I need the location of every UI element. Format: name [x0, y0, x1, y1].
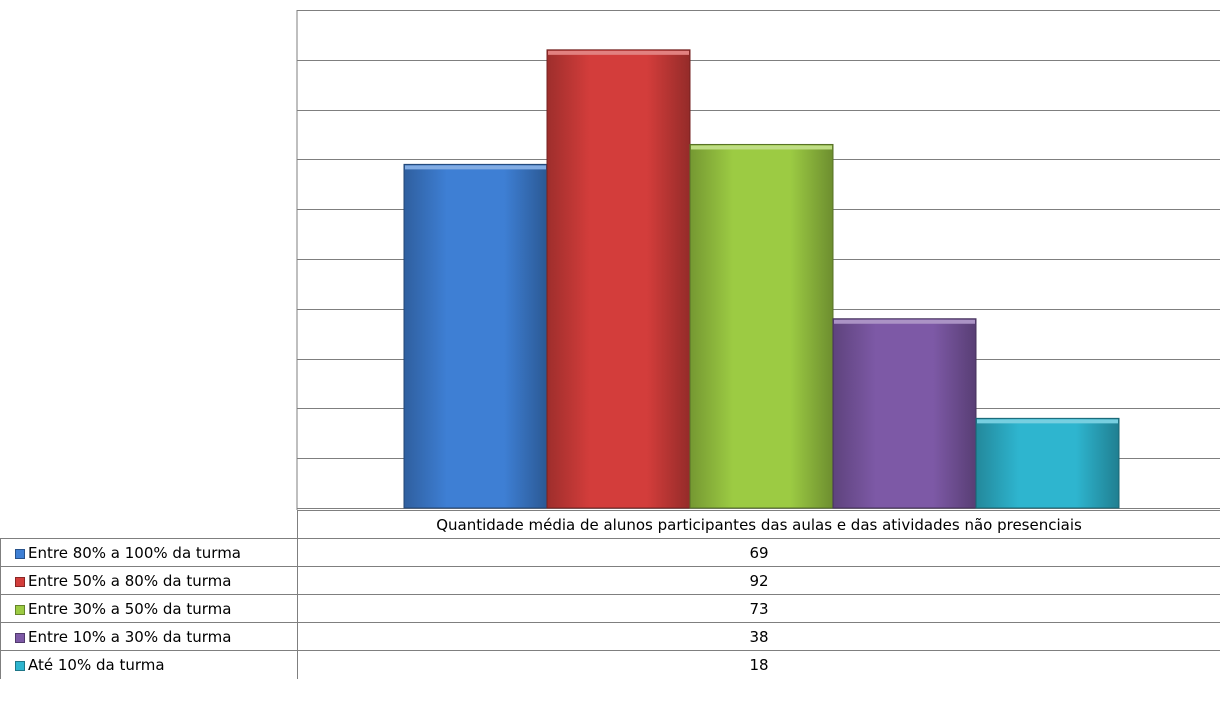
table-row: Entre 30% a 50% da turma 73 [0, 594, 1220, 623]
bar-series-4 [832, 318, 977, 509]
series-label-cell: Entre 30% a 50% da turma [0, 594, 298, 623]
category-row-blank [0, 510, 298, 539]
bars [403, 49, 1120, 509]
series-name: Entre 10% a 30% da turma [28, 627, 232, 646]
bar-top-highlight [977, 419, 1118, 424]
legend-key-icon [15, 548, 25, 559]
legend-key-icon [15, 632, 25, 643]
bar-top-highlight [691, 145, 832, 150]
legend-key-icon [15, 576, 25, 587]
series-name: Entre 30% a 50% da turma [28, 599, 232, 618]
series-label-cell: Entre 10% a 30% da turma [0, 622, 298, 651]
table-row: Entre 80% a 100% da turma 69 [0, 538, 1220, 567]
bar-chart [296, 10, 1220, 510]
series-value: 73 [297, 594, 1220, 623]
bar-top-highlight [405, 165, 546, 170]
series-value: 69 [297, 538, 1220, 567]
series-value: 38 [297, 622, 1220, 651]
category-label: Quantidade média de alunos participantes… [297, 510, 1220, 539]
series-label-cell: Entre 80% a 100% da turma [0, 538, 298, 567]
bar-series-5 [975, 417, 1120, 509]
series-label-cell: Até 10% da turma [0, 650, 298, 679]
series-name: Até 10% da turma [28, 655, 165, 674]
bar-series-2 [546, 49, 691, 509]
series-value: 92 [297, 566, 1220, 595]
table-row: Até 10% da turma 18 [0, 650, 1220, 679]
category-row: Quantidade média de alunos participantes… [0, 510, 1220, 539]
series-name: Entre 50% a 80% da turma [28, 571, 232, 590]
table-row: Entre 10% a 30% da turma 38 [0, 622, 1220, 651]
series-name: Entre 80% a 100% da turma [28, 543, 241, 562]
data-table: Quantidade média de alunos participantes… [0, 510, 1220, 679]
bar-series-1 [403, 163, 548, 509]
legend-key-icon [15, 604, 25, 615]
legend-key-icon [15, 660, 25, 671]
bar-top-highlight [548, 50, 689, 55]
series-label-cell: Entre 50% a 80% da turma [0, 566, 298, 595]
bar-series-3 [689, 143, 834, 509]
series-value: 18 [297, 650, 1220, 679]
table-row: Entre 50% a 80% da turma 92 [0, 566, 1220, 595]
bar-top-highlight [834, 319, 975, 324]
